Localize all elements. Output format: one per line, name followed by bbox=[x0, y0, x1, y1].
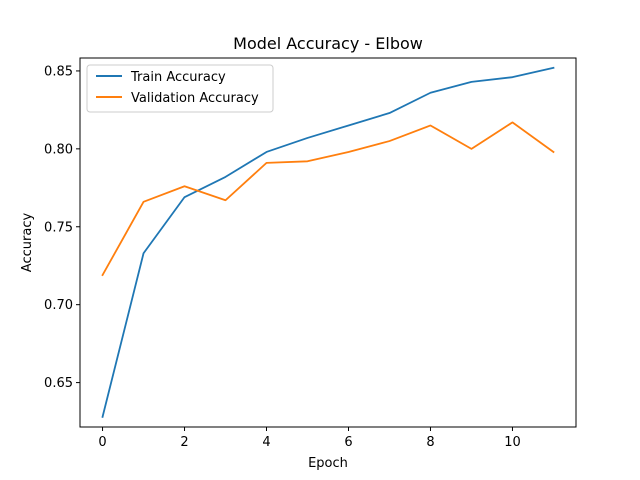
x-tick-label: 2 bbox=[180, 435, 188, 450]
y-tick-label: 0.85 bbox=[44, 64, 73, 79]
x-tick-label: 10 bbox=[504, 435, 521, 450]
series-line-validation-accuracy bbox=[101, 121, 555, 277]
y-tick-label: 0.75 bbox=[44, 220, 73, 235]
series-line-train-accuracy bbox=[101, 66, 555, 418]
x-tick-label: 0 bbox=[98, 435, 106, 450]
y-tick-label: 0.70 bbox=[44, 298, 73, 313]
x-tick-label: 8 bbox=[426, 435, 434, 450]
x-tick-label: 4 bbox=[262, 435, 270, 450]
x-tick-label: 6 bbox=[344, 435, 352, 450]
y-tick-label: 0.65 bbox=[44, 376, 73, 391]
chart-title: Model Accuracy - Elbow bbox=[233, 34, 423, 53]
y-tick-label: 0.80 bbox=[44, 142, 73, 157]
legend-box bbox=[86, 64, 274, 113]
legend: Train Accuracy Validation Accuracy bbox=[86, 64, 274, 113]
series-layer bbox=[101, 66, 555, 418]
x-axis-ticks: 0 2 4 6 8 10 bbox=[98, 427, 521, 450]
legend-label-train: Train Accuracy bbox=[130, 70, 226, 85]
legend-label-validation: Validation Accuracy bbox=[131, 91, 259, 106]
plot-frame bbox=[79, 57, 577, 428]
y-axis-label: Accuracy bbox=[20, 213, 35, 273]
x-axis-label: Epoch bbox=[308, 456, 348, 471]
y-axis-ticks: 0.65 0.70 0.75 0.80 0.85 bbox=[44, 64, 80, 391]
